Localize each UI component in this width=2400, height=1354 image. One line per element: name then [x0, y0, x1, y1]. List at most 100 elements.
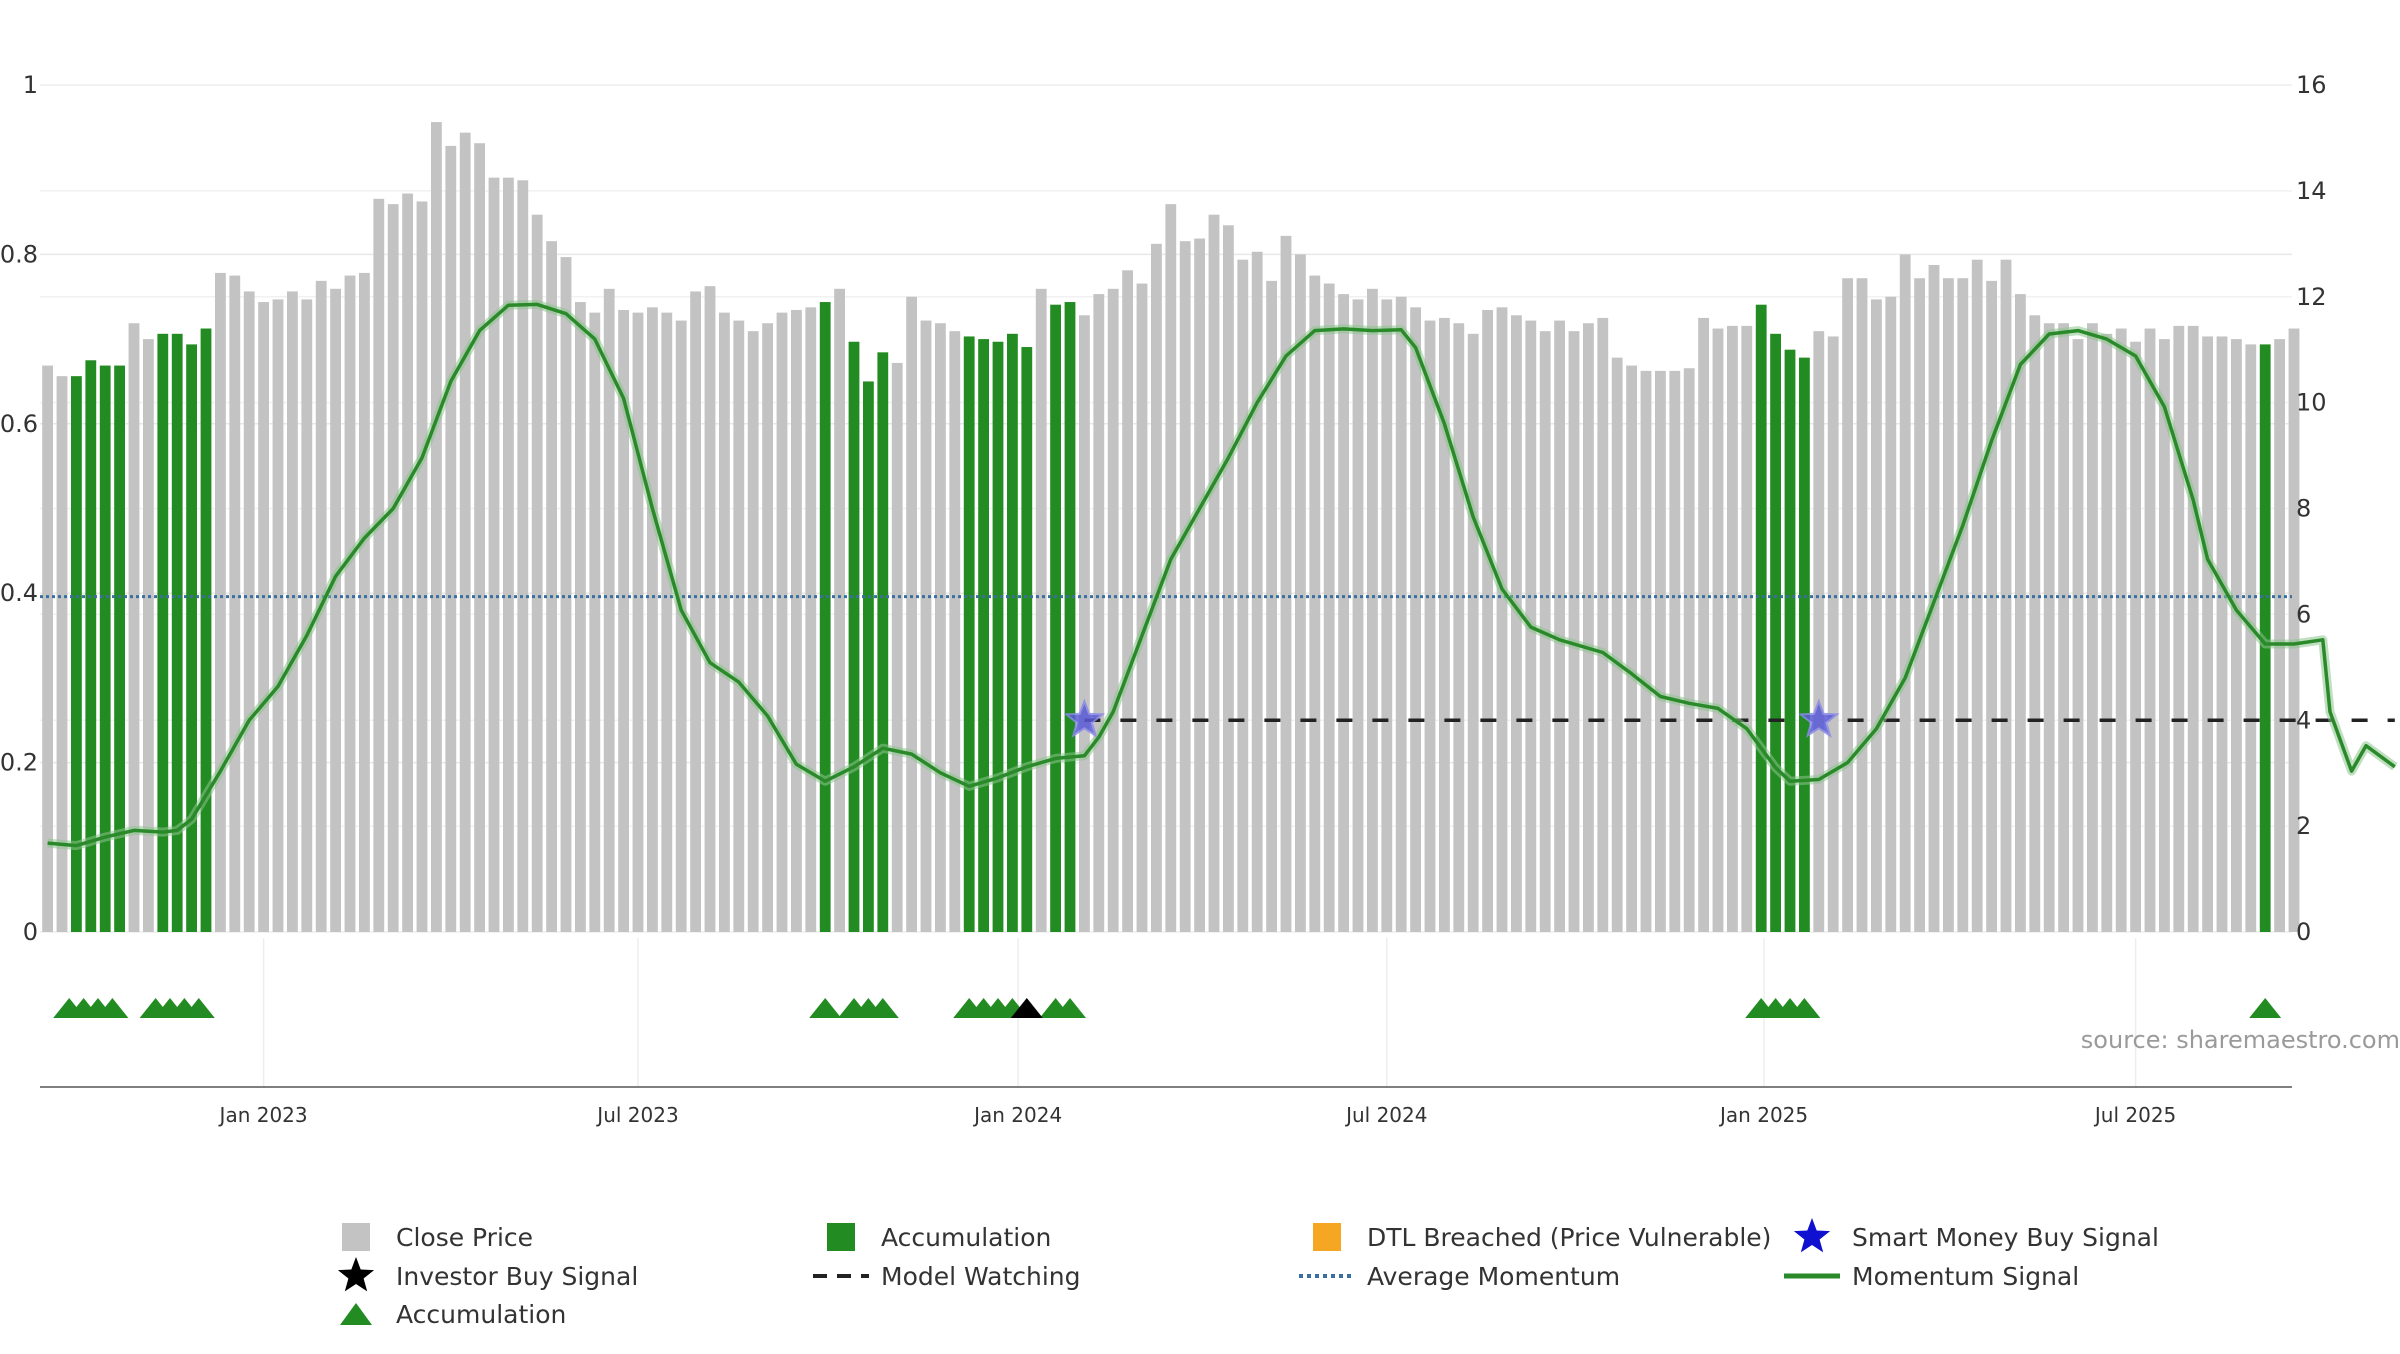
legend-label: Smart Money Buy Signal — [1852, 1223, 2159, 1252]
left-tick-label: 1 — [23, 71, 38, 99]
accumulation-bar — [848, 341, 860, 932]
close-price-bar — [1655, 370, 1666, 932]
accumulation-bar — [992, 341, 1004, 932]
right-tick-label: 8 — [2296, 495, 2311, 523]
close-price-bar — [1899, 254, 1911, 932]
close-price-bar — [1309, 275, 1321, 932]
close-price-bar — [301, 299, 313, 933]
close-price-bar — [1971, 259, 1983, 933]
close-price-bar — [1683, 368, 1695, 932]
close-price-bar — [805, 307, 817, 932]
smart-money-star — [1063, 698, 1106, 738]
close-price-bar — [1035, 288, 1047, 932]
close-price-bar — [359, 272, 370, 933]
accumulation-bar — [114, 365, 125, 933]
close-price-bar — [128, 323, 140, 932]
accumulation-bar — [171, 333, 183, 932]
legend: Close Price Accumulation DTL Breached (Pri… — [337, 1218, 2159, 1329]
legend-square-icon — [342, 1223, 370, 1251]
x-tick-label: Jul 2025 — [2093, 1103, 2176, 1127]
close-price-bar — [2173, 325, 2185, 933]
close-price-bar — [229, 275, 241, 932]
close-price-bar — [704, 286, 716, 933]
close-price-bar — [1266, 280, 1277, 932]
close-price-bar — [503, 177, 514, 932]
x-tick-label: Jan 2023 — [218, 1103, 308, 1127]
legend-star-icon — [337, 1257, 375, 1292]
axis-layer: Jan 2023 Jul 2023 Jan 2024 Jul 2024 Jan 2025… — [0, 71, 2327, 1127]
close-price-bar — [1583, 323, 1594, 932]
close-price-bar — [719, 312, 730, 933]
close-price-bar — [690, 291, 701, 932]
close-price-bar — [2187, 325, 2199, 933]
close-price-bar — [344, 275, 356, 932]
close-price-bar — [949, 331, 961, 932]
close-price-bar — [1568, 331, 1580, 932]
line-layer — [40, 299, 2398, 851]
x-tick-label: Jan 2025 — [1718, 1103, 1808, 1127]
close-price-bar — [1943, 278, 1954, 932]
accumulation-bar — [1799, 357, 1810, 932]
close-price-bar — [747, 331, 759, 932]
close-price-bar — [1093, 294, 1105, 932]
source-note: source: sharemaestro.com — [2081, 1026, 2400, 1054]
accumulation-bar — [157, 333, 169, 932]
legend-label: DTL Breached (Price Vulnerable) — [1367, 1223, 1771, 1252]
accumulation-triangle — [809, 998, 842, 1018]
close-price-bar — [1381, 299, 1393, 933]
close-price-bar — [920, 320, 932, 932]
close-price-bar — [1453, 323, 1465, 932]
accumulation-bar — [186, 344, 197, 932]
close-price-bar — [1597, 317, 1609, 932]
close-price-bar — [906, 296, 917, 932]
legend-label: Investor Buy Signal — [396, 1262, 638, 1291]
accumulation-bar — [200, 328, 212, 932]
x-tick-label: Jul 2024 — [1344, 1103, 1427, 1127]
legend-label: Momentum Signal — [1852, 1262, 2079, 1291]
close-price-bar — [1467, 333, 1479, 932]
close-price-bar — [1496, 307, 1508, 932]
legend-label: Accumulation — [396, 1300, 566, 1329]
momentum-signal-line — [47, 302, 2396, 848]
close-price-bar — [891, 362, 903, 932]
close-price-bar — [488, 177, 500, 932]
close-price-bar — [2144, 328, 2156, 932]
close-price-bar — [42, 365, 53, 933]
close-price-bar — [1741, 325, 1753, 933]
accumulation-bar — [978, 339, 989, 933]
close-price-bar — [1251, 251, 1263, 933]
close-price-bar — [1079, 315, 1090, 932]
close-price-bar — [733, 320, 745, 932]
close-price-bar — [2115, 328, 2127, 932]
close-price-bar — [402, 193, 413, 933]
close-price-bar — [1194, 238, 1205, 933]
legend-label: Model Watching — [881, 1262, 1081, 1291]
close-price-bar — [531, 214, 543, 932]
close-price-bar — [1611, 357, 1623, 932]
legend-triangle-icon — [340, 1303, 372, 1325]
legend-label: Average Momentum — [1367, 1262, 1620, 1291]
close-price-bar — [1136, 283, 1148, 932]
right-tick-label: 10 — [2296, 389, 2327, 417]
legend-item: Close Price — [342, 1223, 533, 1252]
close-price-bar — [2087, 323, 2098, 932]
close-price-bar — [215, 272, 226, 933]
accumulation-bar — [71, 376, 82, 932]
close-price-bar — [459, 132, 471, 933]
legend-item: Accumulation — [340, 1300, 566, 1329]
investor-buy-triangle — [1010, 998, 1043, 1018]
close-price-bar — [1986, 280, 1997, 932]
accumulation-bar — [963, 336, 975, 932]
close-price-bar — [1338, 294, 1349, 932]
close-price-bar — [2015, 294, 2026, 932]
close-price-bar — [2216, 336, 2228, 932]
close-price-bar — [632, 312, 644, 933]
close-price-bar — [373, 198, 385, 933]
close-price-bar — [1669, 370, 1681, 932]
legend-square-icon — [1313, 1223, 1341, 1251]
close-price-bar — [143, 339, 154, 933]
close-price-bar — [258, 302, 269, 932]
close-price-bar — [1323, 283, 1335, 932]
close-price-bar — [2072, 339, 2084, 933]
close-price-bar — [776, 312, 788, 933]
